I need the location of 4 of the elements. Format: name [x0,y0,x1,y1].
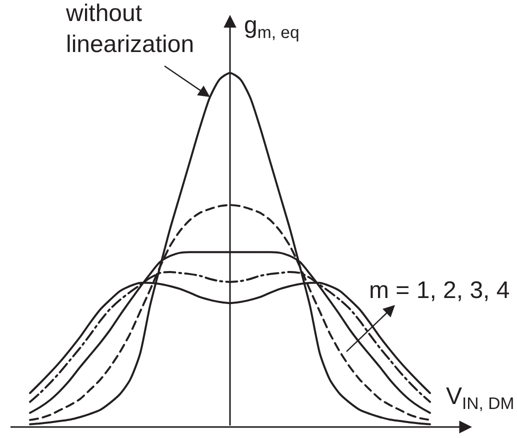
y-axis-title: g$_{m, eq}$ [244,12,300,42]
x-axis-title: V$_{IN, DM}$ [446,383,514,414]
text: without linearization [65,0,194,58]
annotation: m = 1, 2, 3, 4 [369,277,510,304]
